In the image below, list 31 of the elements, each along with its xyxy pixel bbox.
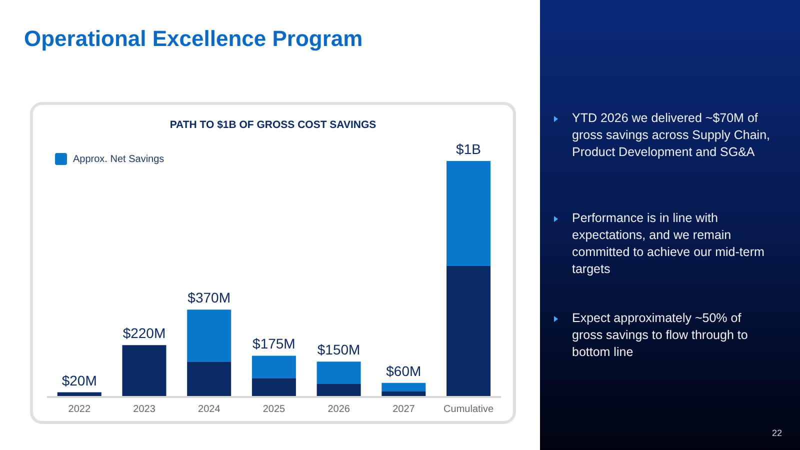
bar [382,382,426,392]
text: 22 [772,428,782,438]
x-tick-label: 2023 [133,404,156,416]
text: YTD 2026 we delivered ~$70M of gross savings across Supply Chain, Product Development and SG&A [572,111,770,159]
x-tick-label: 2026 [328,404,350,416]
total-label: $60M [386,362,422,379]
x-tick-label: 2024 [198,404,221,416]
bar [446,161,491,266]
total-label: $220M [122,325,166,342]
bar [446,266,491,397]
chart-subtitle: PATH TO $1B OF GROSS COST SAVINGS [168,119,378,131]
legend-label: Approx. Net Savings [73,154,164,164]
text: Performance is in line with expectations, and we remain committed to achieve our mid-term targets [572,211,764,276]
x-tick-label: 2022 [68,404,91,416]
total-label: $1B [456,141,481,157]
total-label: $175M [252,336,296,352]
bar [252,356,296,378]
total-label: $150M [317,342,360,358]
total-label: $20M [62,372,97,388]
text: Expect approximately ~50% of gross savings to flow through to bottom line [572,311,748,359]
total-label: $370M [188,290,230,306]
bar [252,378,296,397]
x-tick-label: 2027 [392,404,416,416]
x-tick-label: 2025 [262,404,286,416]
chart-title: Operational Excellence Program [24,26,363,52]
bar [316,362,361,384]
bar [122,345,166,397]
bar [187,310,232,362]
bar [187,362,232,397]
x-tick-label: Cumulative [444,404,494,416]
bar [316,384,361,397]
